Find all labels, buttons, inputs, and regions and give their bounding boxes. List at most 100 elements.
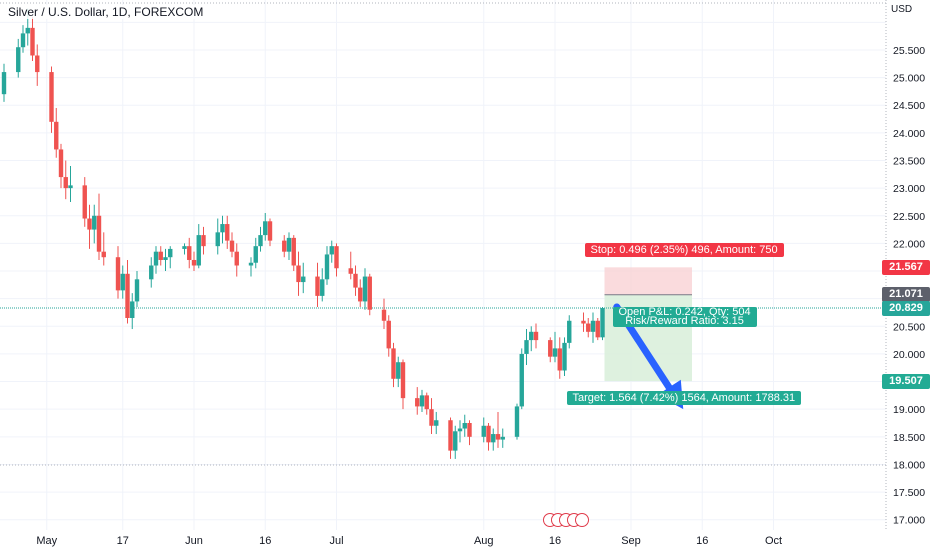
candle[interactable] xyxy=(54,108,59,158)
candle[interactable] xyxy=(282,235,287,258)
candle[interactable] xyxy=(367,273,372,316)
candle[interactable] xyxy=(514,403,520,440)
candle[interactable] xyxy=(400,359,406,410)
candle[interactable] xyxy=(68,166,73,202)
candle[interactable] xyxy=(35,44,40,86)
candle[interactable] xyxy=(16,38,21,78)
candle[interactable] xyxy=(595,318,600,341)
candle[interactable] xyxy=(600,306,605,341)
candle[interactable] xyxy=(334,243,339,277)
candle[interactable] xyxy=(562,337,567,377)
candle[interactable] xyxy=(567,315,572,349)
candle[interactable] xyxy=(191,251,197,272)
candle[interactable] xyxy=(586,318,591,338)
candle[interactable] xyxy=(320,268,325,302)
open-pnl-label[interactable]: Open P&L: 0.242, Qty: 504 Risk/Reward Ra… xyxy=(612,307,757,328)
candle[interactable] xyxy=(301,262,306,294)
candle[interactable] xyxy=(424,392,429,415)
candle[interactable] xyxy=(529,326,534,352)
candle[interactable] xyxy=(63,160,68,200)
candle[interactable] xyxy=(448,417,453,459)
candle[interactable] xyxy=(253,237,258,269)
candle[interactable] xyxy=(324,246,330,285)
price-axis[interactable]: 25.500 25.000 24.500 24.000 23.500 23.000 22.5… xyxy=(893,45,925,527)
candle[interactable] xyxy=(467,420,472,446)
candle[interactable] xyxy=(362,268,368,310)
candle[interactable] xyxy=(196,224,201,269)
candle[interactable] xyxy=(20,25,26,53)
stop-label[interactable]: Stop: 0.496 (2.35%) 496, Amount: 750 xyxy=(584,243,784,258)
candle[interactable] xyxy=(581,312,586,332)
candle[interactable] xyxy=(486,423,491,451)
candle[interactable] xyxy=(286,232,292,260)
candle[interactable] xyxy=(453,425,458,459)
candle[interactable] xyxy=(500,428,505,448)
candle[interactable] xyxy=(495,411,501,448)
candle[interactable] xyxy=(391,342,396,388)
candle[interactable] xyxy=(30,16,35,62)
candle[interactable] xyxy=(101,232,106,266)
candle[interactable] xyxy=(96,193,102,260)
candle[interactable] xyxy=(234,243,239,277)
economic-events[interactable] xyxy=(543,513,589,529)
candle[interactable] xyxy=(182,243,187,255)
candle[interactable] xyxy=(415,387,420,415)
candle[interactable] xyxy=(557,337,562,379)
candle[interactable] xyxy=(462,414,467,437)
candle[interactable] xyxy=(291,235,296,272)
candle[interactable] xyxy=(548,337,553,363)
candle[interactable] xyxy=(225,215,230,249)
candle[interactable] xyxy=(248,257,254,277)
target-label[interactable]: Target: 1.564 (7.42%) 1564, Amount: 1788… xyxy=(566,391,802,406)
candle[interactable] xyxy=(329,240,334,263)
symbol-title[interactable]: Silver / U.S. Dollar, 1D, FOREXCOM xyxy=(8,5,204,19)
candle[interactable] xyxy=(315,262,320,307)
position-zones[interactable] xyxy=(604,267,693,382)
candle[interactable] xyxy=(519,348,524,410)
candle[interactable] xyxy=(120,265,125,299)
candle[interactable] xyxy=(125,259,130,324)
candle[interactable] xyxy=(158,246,163,266)
candle[interactable] xyxy=(358,279,363,307)
time-axis[interactable]: May 17 Jun 16 Jul Aug 16 Sep 16 Oct xyxy=(36,535,782,547)
candle[interactable] xyxy=(457,420,463,443)
candle[interactable] xyxy=(267,218,273,247)
candle[interactable] xyxy=(296,251,301,296)
candle[interactable] xyxy=(168,246,173,269)
candle[interactable] xyxy=(353,265,358,296)
candle[interactable] xyxy=(82,177,87,227)
candle[interactable] xyxy=(220,215,225,244)
candle[interactable] xyxy=(115,246,121,299)
candle[interactable] xyxy=(187,237,192,269)
candle[interactable] xyxy=(134,271,140,307)
candle[interactable] xyxy=(92,204,97,244)
event-flag-icon[interactable] xyxy=(575,513,589,527)
candle[interactable] xyxy=(229,232,235,258)
candle[interactable] xyxy=(1,63,7,102)
candle[interactable] xyxy=(481,417,486,443)
candle[interactable] xyxy=(258,226,263,252)
candle[interactable] xyxy=(524,329,529,365)
candle[interactable] xyxy=(552,331,558,363)
candle[interactable] xyxy=(381,298,387,330)
candle[interactable] xyxy=(396,356,401,388)
candle[interactable] xyxy=(590,312,596,343)
candle[interactable] xyxy=(153,246,159,274)
candle[interactable] xyxy=(215,218,220,255)
candle[interactable] xyxy=(348,251,353,280)
candle[interactable] xyxy=(149,257,154,288)
candle[interactable] xyxy=(533,323,539,349)
candle[interactable] xyxy=(434,411,439,435)
candle[interactable] xyxy=(58,143,64,189)
candles[interactable] xyxy=(1,8,605,459)
candle[interactable] xyxy=(429,398,434,435)
candle[interactable] xyxy=(386,315,391,357)
candle[interactable] xyxy=(130,293,135,330)
candle[interactable] xyxy=(87,204,92,249)
candle[interactable] xyxy=(491,428,496,451)
candle[interactable] xyxy=(163,248,168,272)
candle[interactable] xyxy=(49,66,54,133)
candle[interactable] xyxy=(263,213,268,241)
candle[interactable] xyxy=(419,389,425,412)
